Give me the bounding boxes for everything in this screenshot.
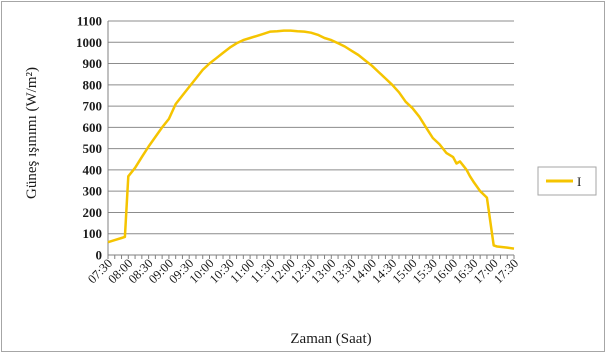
x-tick-label: 17:30 [491,256,521,286]
y-tick-label: 1000 [76,35,102,50]
y-tick-label: 700 [83,99,103,114]
x-axis-label: Zaman (Saat) [290,331,371,347]
y-tick-label: 1100 [77,14,102,29]
y-tick-label: 500 [83,141,103,156]
y-tick-label: 800 [83,77,103,92]
legend: I [537,166,597,196]
legend-entry-label: I [577,174,581,189]
series-line [107,29,515,250]
y-tick-label: 400 [83,162,103,177]
y-tick-label: 900 [83,56,103,71]
y-tick-label: 0 [96,248,103,263]
y-axis-label: Güneş ışınımı (W/m²) [24,67,40,199]
y-tick-label: 600 [83,120,103,135]
y-tick-label: 300 [83,184,103,199]
y-tick-label: 100 [83,226,103,241]
y-tick-label: 200 [83,205,103,220]
